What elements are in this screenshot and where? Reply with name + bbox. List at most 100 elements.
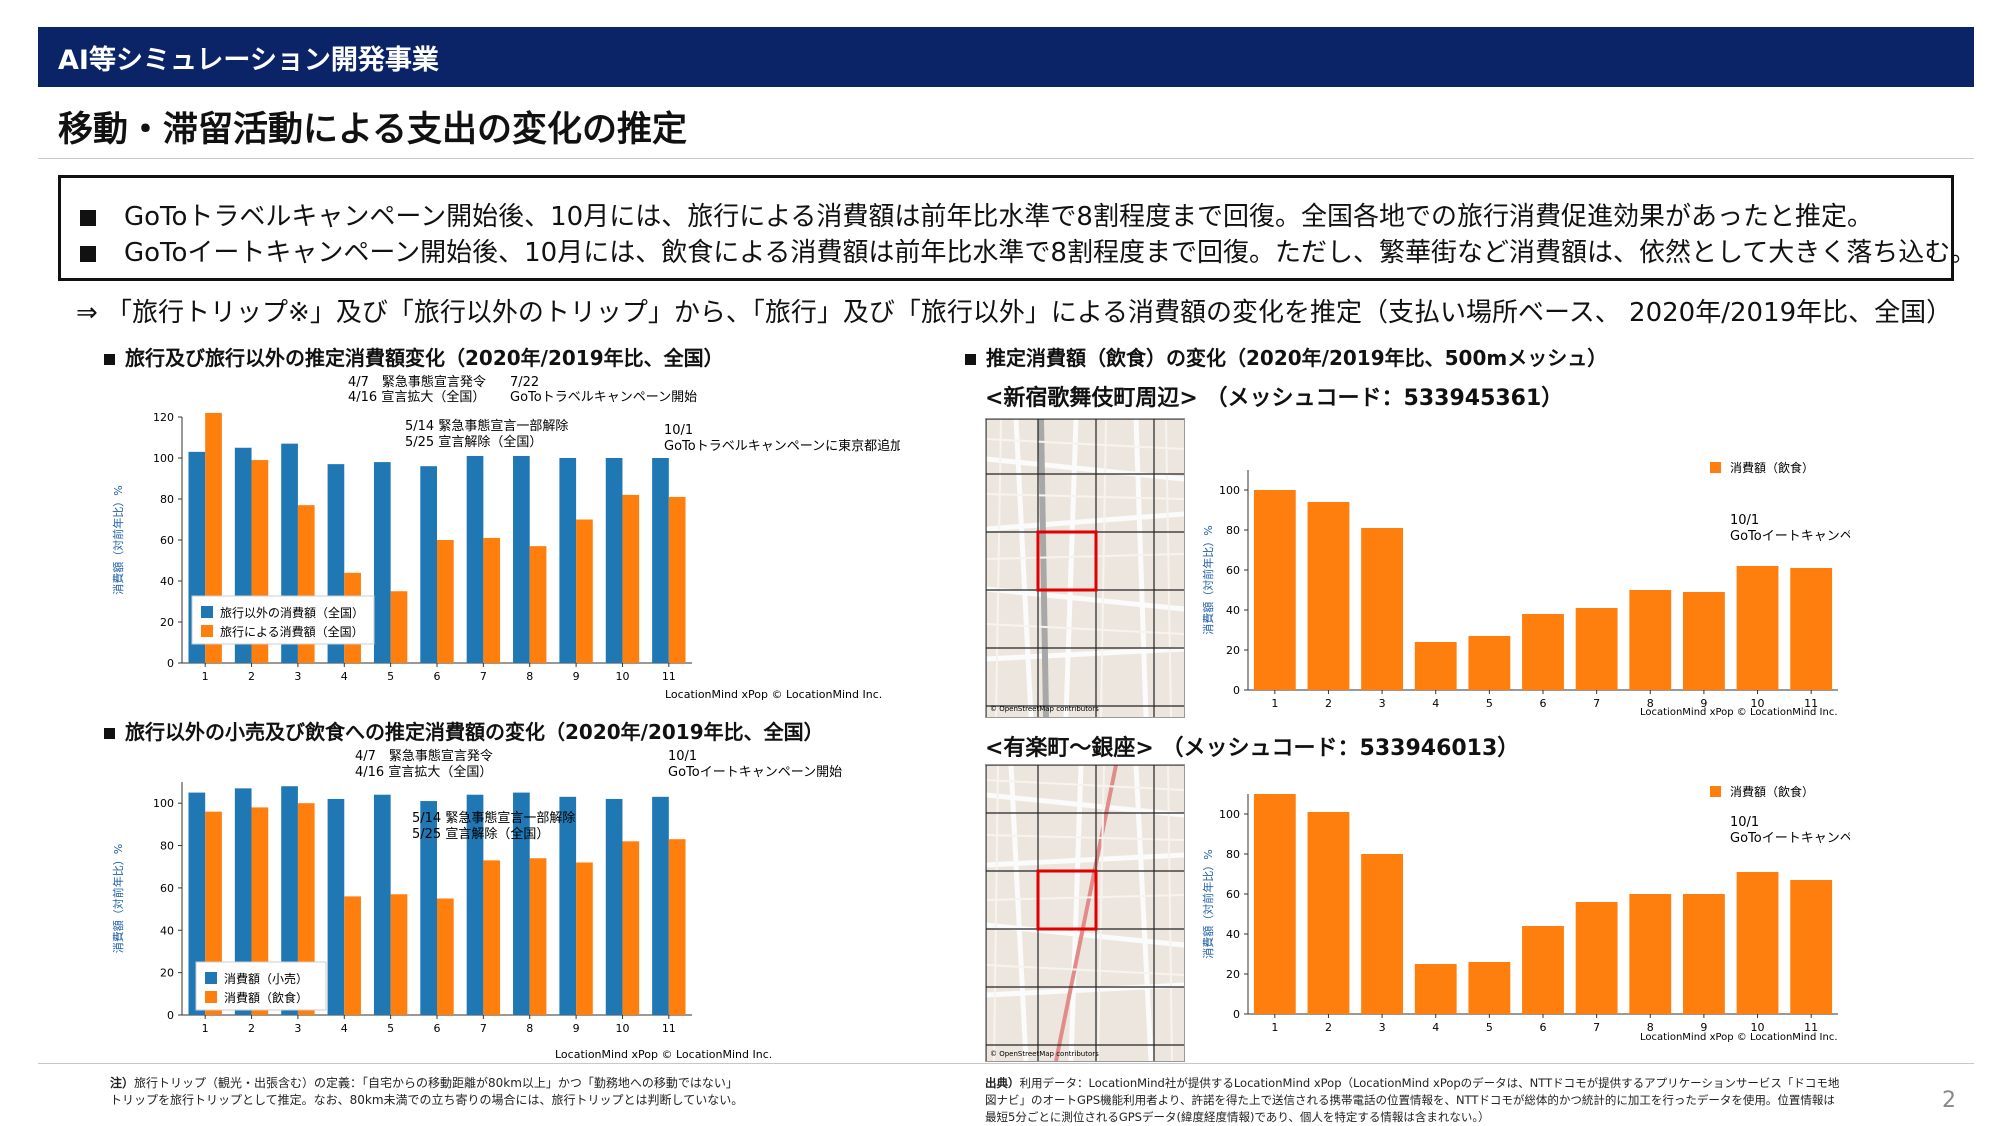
annotation-text: 10/1 [664, 423, 693, 438]
y-tick-label: 0 [167, 1009, 174, 1022]
annotation-text: GoToイートキャンペーン開始 [1730, 529, 1850, 544]
x-tick-label: 1 [202, 1022, 209, 1035]
chart-credit: LocationMind xPop © LocationMind Inc. [555, 1048, 772, 1060]
y-axis-label: 消費額（対前年比）% [111, 485, 125, 594]
y-tick-label: 0 [1233, 684, 1240, 697]
bar [1361, 528, 1404, 690]
x-tick-label: 2 [1325, 697, 1332, 710]
chart-credit: LocationMind xPop © LocationMind Inc. [1640, 1032, 1838, 1043]
legend-box [195, 961, 327, 1011]
bar [1468, 636, 1511, 690]
annotation-text: 5/14 緊急事態宣言一部解除 [412, 810, 575, 826]
bar [1575, 608, 1618, 690]
bar [1790, 880, 1833, 1014]
x-tick-label: 2 [248, 670, 255, 683]
bar [437, 898, 454, 1015]
section-title-left-bottom: 旅行以外の小売及び飲食への推定消費額の変化（2020年/2019年比、全国） [104, 716, 824, 745]
bar [327, 798, 345, 1015]
y-tick-label: 20 [1226, 644, 1240, 657]
header-title: AI等シミュレーション開発事業 [58, 45, 439, 76]
x-tick-label: 6 [434, 1022, 441, 1035]
bar [529, 858, 547, 1015]
footnote-text: トリップを旅行トリップとして推定。なお、80km未満での立ち寄りの場合には、旅行… [110, 1093, 744, 1107]
section-title-left-top: 旅行及び旅行以外の推定消費額変化（2020年/2019年比、全国） [104, 342, 724, 371]
bar [1307, 812, 1350, 1014]
summary-line-2: GoToイートキャンペーン開始後、10月には、飲食による消費額は前年比水準で8割… [80, 232, 1976, 269]
annotation-text: GoToイートキャンペーン開始 [1730, 831, 1850, 846]
x-tick-label: 9 [573, 1022, 580, 1035]
x-tick-label: 7 [1593, 1021, 1600, 1034]
x-tick-label: 11 [662, 1022, 676, 1035]
x-tick-label: 7 [1593, 697, 1600, 710]
x-tick-label: 1 [202, 670, 209, 683]
x-tick-label: 3 [1379, 697, 1386, 710]
x-tick-label: 2 [248, 1022, 255, 1035]
y-tick-label: 60 [1226, 888, 1240, 901]
bar [559, 796, 577, 1015]
bullet-square-icon [965, 354, 976, 365]
x-tick-label: 9 [1700, 1021, 1707, 1034]
bullet-square-icon [80, 245, 96, 262]
chart-credit: LocationMind xPop © LocationMind Inc. [1640, 707, 1838, 718]
bullet-square-icon [104, 728, 115, 739]
x-tick-label: 5 [1486, 697, 1493, 710]
y-tick-label: 20 [1226, 968, 1240, 981]
y-tick-label: 20 [160, 616, 174, 629]
bar [420, 801, 437, 1015]
y-axis-label: 消費額（対前年比）% [1201, 849, 1215, 958]
y-tick-label: 100 [153, 452, 174, 465]
bar [1522, 614, 1564, 690]
y-tick-label: 40 [160, 924, 174, 937]
annotation-text: GoToイートキャンペーン開始 [668, 765, 842, 780]
y-tick-label: 40 [1226, 928, 1240, 941]
bar [483, 537, 501, 663]
legend-label: 消費額（飲食） [1730, 784, 1814, 799]
bar [466, 794, 484, 1015]
bar [437, 540, 454, 663]
annotation-text: GoToトラベルキャンペーン開始 [510, 390, 697, 405]
x-tick-label: 9 [1700, 697, 1707, 710]
x-tick-label: 4 [341, 1022, 348, 1035]
y-tick-label: 80 [160, 493, 174, 506]
bar [622, 841, 640, 1015]
mesh-title-shinjuku: <新宿歌舞伎町周辺> （メッシュコード：533945361） [985, 386, 1564, 411]
y-tick-label: 60 [160, 534, 174, 547]
bar [1682, 894, 1725, 1014]
annotation-text: 5/25 宣言解除（全国） [412, 826, 549, 842]
x-tick-label: 10 [615, 1022, 629, 1035]
y-axis-label: 消費額（対前年比）% [111, 844, 125, 953]
page-title: 移動・滞留活動による支出の変化の推定 [58, 110, 687, 150]
travel-vs-nontravel-chart: 0 20 40 60 80 100 120 1 2 3 4 5 6 7 8 9 10 11 消費額（対前年比）% 4… [111, 374, 900, 701]
y-axis-label: 消費額（対前年比）% [1201, 525, 1215, 634]
bar [605, 458, 623, 663]
bar [668, 496, 686, 663]
bar [1736, 566, 1779, 690]
bar [559, 458, 577, 663]
bar [1682, 592, 1725, 690]
source-text: 最短5分ごとに測位されるGPSデータ(緯度経度情報)であり、個人を特定する情報は… [985, 1110, 1490, 1124]
bullet-square-icon [80, 209, 96, 226]
annotation-text: 4/7 緊急事態宣言発令 [348, 374, 486, 390]
footnote-text: 旅行トリップ（観光・出張含む）の定義：「自宅からの移動距離が80km以上」かつ「… [134, 1076, 738, 1090]
legend-box [191, 595, 375, 645]
bar [652, 796, 669, 1015]
y-tick-label: 0 [167, 657, 174, 670]
x-tick-label: 3 [294, 670, 301, 683]
method-statement: ⇒ 「旅行トリップ※」及び「旅行以外のトリップ」から、「旅行」及び「旅行以外」に… [76, 298, 1953, 328]
legend-swatch-orange [201, 625, 213, 637]
bar [466, 455, 484, 663]
x-tick-label: 2 [1325, 1021, 1332, 1034]
annotation-text: 10/1 [1730, 513, 1759, 528]
mesh-highlight [1036, 869, 1098, 931]
x-tick-label: 3 [1379, 1021, 1386, 1034]
annotation-text: 10/1 [668, 749, 697, 764]
annotation-text: 4/7 緊急事態宣言発令 [355, 748, 493, 764]
bar [1629, 894, 1672, 1014]
x-tick-label: 8 [526, 1022, 533, 1035]
x-tick-label: 7 [480, 670, 487, 683]
bar [483, 860, 501, 1015]
x-tick-label: 1 [1271, 1021, 1278, 1034]
source-text: 図ナビ」のオートGPS機能利用者より、許諾を得た上で送信される携帯電話の位置情報… [985, 1093, 1835, 1107]
bar [1468, 962, 1511, 1014]
bar [1253, 794, 1296, 1014]
